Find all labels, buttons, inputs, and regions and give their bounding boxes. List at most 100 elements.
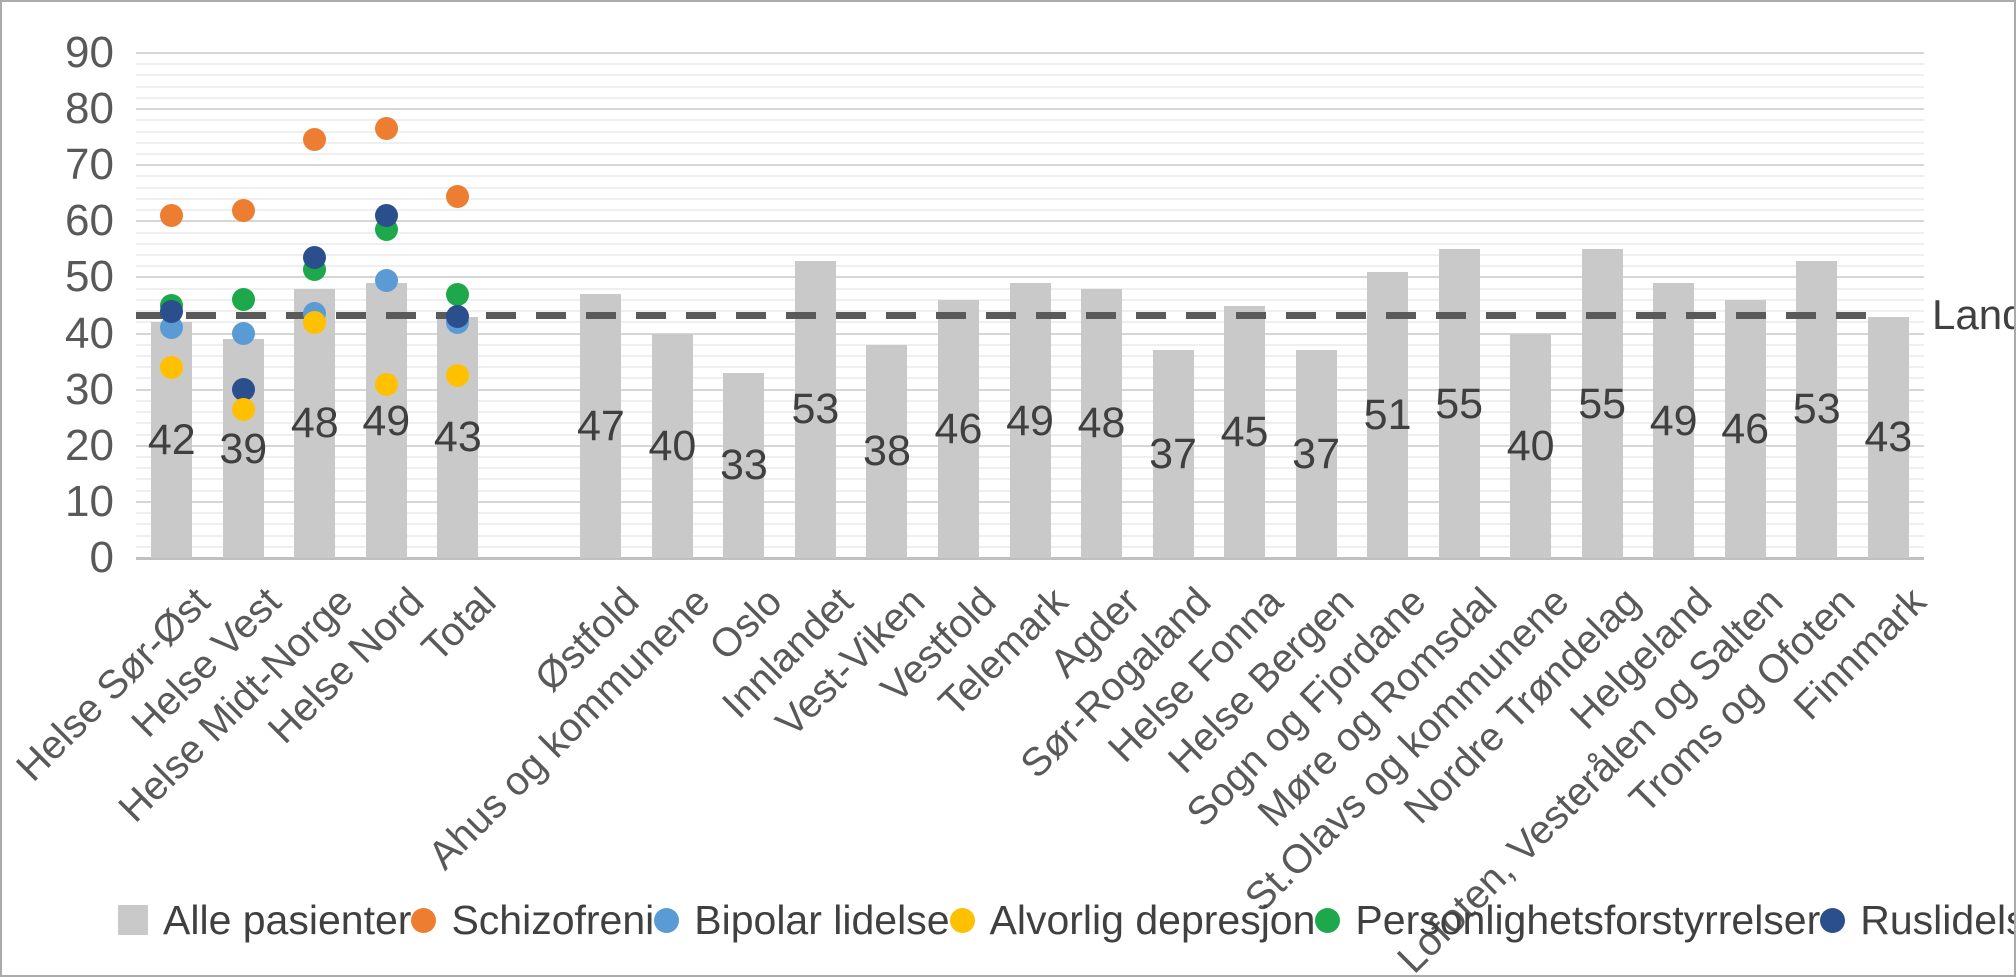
bar — [1009, 283, 1051, 558]
legend-label: Alvorlig depresjon — [989, 896, 1316, 943]
legend-label: Ruslidelser — [1860, 896, 2014, 943]
bar-value-label: 55 — [1435, 379, 1484, 428]
bar-value-label: 45 — [1220, 407, 1269, 456]
gridline-minor — [136, 130, 1924, 133]
legend-marker-icon — [949, 907, 975, 933]
legend-marker-icon — [411, 907, 437, 933]
bar-value-label: 40 — [648, 421, 697, 470]
legend-marker-icon — [118, 905, 148, 935]
bar-value-label: 53 — [1792, 385, 1841, 434]
legend: Alle pasienter Schizofreni Bipolar lidelse… — [118, 894, 2014, 946]
bar — [1653, 283, 1695, 558]
y-axis-tick-label: 80 — [65, 84, 114, 134]
bar — [723, 372, 765, 558]
y-axis-tick-label: 70 — [65, 140, 114, 190]
bar-value-label: 47 — [576, 402, 625, 451]
bar-value-label: 39 — [219, 424, 268, 473]
legend-marker-icon — [1315, 907, 1341, 933]
bar — [1224, 305, 1266, 558]
bar — [1438, 249, 1480, 558]
bar-value-label: 42 — [147, 416, 196, 465]
bar-value-label: 49 — [362, 396, 411, 445]
legend-item: Bipolar lidelse — [654, 896, 950, 944]
scatter-dot-alvorlig-depresjon — [231, 397, 255, 421]
bar-value-label: 46 — [934, 404, 983, 453]
y-axis-tick-label: 30 — [65, 364, 114, 414]
legend-item: Personlighetsforstyrrelser — [1315, 897, 1820, 944]
bar — [1367, 271, 1409, 558]
gridline-major — [136, 108, 1924, 111]
scatter-dot-ruslidelser — [160, 299, 184, 323]
gridline-minor — [136, 197, 1924, 200]
scatter-dot-schizofreni — [303, 128, 327, 152]
reference-line-label: Landet — [1932, 291, 2014, 338]
y-axis-tick-label: 50 — [65, 252, 114, 302]
gridline-minor — [136, 175, 1924, 178]
bar-value-label: 46 — [1721, 404, 1770, 453]
scatter-dot-alvorlig-depresjon — [303, 310, 327, 334]
legend-item: Alle pasienter — [118, 897, 411, 944]
legend-label: Schizofreni — [451, 896, 655, 943]
y-axis-tick-label: 20 — [65, 420, 114, 470]
gridline-minor — [136, 186, 1924, 189]
legend-marker-icon — [1820, 907, 1846, 933]
bar — [1510, 333, 1552, 558]
scatter-dot-alvorlig-depresjon — [374, 372, 398, 396]
bar-value-label: 38 — [863, 427, 911, 476]
x-axis-line — [136, 557, 1924, 560]
scatter-dot-bipolar-lidelse — [374, 268, 398, 292]
legend-item: Ruslidelser — [1820, 896, 2014, 944]
bar-value-label: 37 — [1149, 430, 1197, 479]
legend-label: Personlighetsforstyrrelser — [1355, 896, 1821, 943]
bar-value-label: 49 — [1649, 396, 1698, 445]
scatter-dot-bipolar-lidelse — [160, 316, 184, 340]
y-axis-tick-label: 90 — [65, 28, 114, 77]
gridline-major — [136, 220, 1924, 223]
bar-value-label: 53 — [791, 385, 840, 434]
bar — [937, 299, 979, 558]
gridline-major — [136, 276, 1924, 279]
gridline-minor — [136, 63, 1924, 66]
gridline-major — [136, 164, 1924, 167]
gridline-minor — [136, 153, 1924, 155]
bar-value-label: 43 — [433, 413, 482, 462]
gridline-minor — [136, 85, 1924, 88]
y-axis-tick-label: 0 — [89, 533, 114, 582]
legend-item: Alvorlig depresjon — [949, 896, 1316, 944]
gridline-minor — [136, 141, 1924, 144]
y-axis-tick-label: 60 — [65, 196, 114, 246]
bar — [222, 339, 264, 558]
scatter-dot-ruslidelser — [303, 246, 327, 270]
scatter-dot-ruslidelser — [231, 378, 255, 402]
bar-value-label: 49 — [1006, 396, 1054, 445]
y-axis-tick-label: 40 — [65, 308, 114, 358]
bar-value-label: 48 — [1077, 399, 1126, 448]
bar-value-label: 33 — [719, 441, 768, 490]
scatter-dot-personlighetsforstyrrelser — [231, 288, 255, 312]
bar — [1081, 288, 1123, 558]
bar-value-label: 55 — [1578, 379, 1627, 428]
bar — [1581, 249, 1623, 558]
bar — [1295, 350, 1337, 558]
y-axis-tick-label: 10 — [65, 476, 114, 526]
scatter-dot-schizofreni — [231, 198, 255, 222]
bar-value-label: 51 — [1363, 390, 1412, 439]
gridline-major — [136, 52, 1924, 54]
scatter-dot-schizofreni — [446, 184, 470, 208]
legend-label: Bipolar lidelse — [694, 896, 950, 943]
legend-marker-icon — [654, 907, 680, 933]
scatter-dot-alvorlig-depresjon — [160, 355, 184, 379]
bar — [365, 283, 407, 558]
reference-line — [136, 311, 1870, 319]
scatter-dot-schizofreni — [160, 204, 184, 228]
bar — [580, 294, 622, 558]
gridline-minor — [136, 119, 1924, 122]
legend-label: Alle pasienter — [163, 896, 412, 943]
bar — [1796, 260, 1838, 558]
scatter-dot-alvorlig-depresjon — [446, 364, 470, 388]
scatter-dot-schizofreni — [374, 117, 398, 141]
bar-value-label: 48 — [290, 399, 339, 448]
gridline-minor — [136, 231, 1924, 234]
bar — [1724, 299, 1766, 558]
